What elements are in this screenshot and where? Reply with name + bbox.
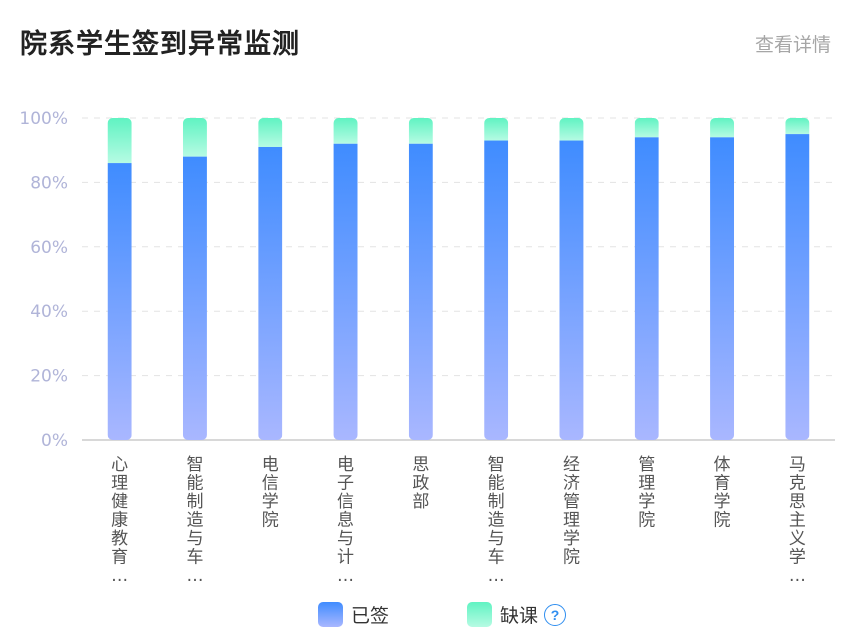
x-category-label: 体育学院	[714, 455, 731, 531]
x-category-label: 思政部	[412, 455, 429, 512]
bar-signed[interactable]	[333, 143, 358, 440]
bar-group[interactable]	[182, 118, 207, 440]
bar-absent[interactable]	[484, 118, 509, 141]
bar-absent[interactable]	[710, 118, 735, 138]
bar-absent[interactable]	[785, 118, 810, 135]
stacked-bar-chart: 0% 20% 40% 60% 80% 100% 心理健康教育… 智能制造与车… 电信学院 电子信息…	[19, 109, 835, 586]
y-tick-label: 0%	[41, 431, 68, 451]
bar-group[interactable]	[258, 118, 283, 440]
legend-item-signed[interactable]: 已签	[318, 601, 389, 628]
bar-group[interactable]	[484, 118, 509, 440]
x-category-label: 智能制造与车…	[186, 455, 203, 586]
bar-absent[interactable]	[559, 118, 584, 141]
y-tick-label: 40%	[30, 302, 68, 322]
bar-signed[interactable]	[634, 137, 659, 440]
bar-signed[interactable]	[182, 156, 207, 440]
bar-group[interactable]	[634, 118, 659, 440]
x-category-label: 马克思主义学…	[789, 455, 806, 586]
view-details-link[interactable]: 查看详情	[754, 34, 831, 56]
bar-group[interactable]	[333, 118, 358, 440]
legend-swatch-absent	[467, 602, 492, 627]
bar-absent[interactable]	[182, 118, 207, 157]
bar-absent[interactable]	[408, 118, 433, 144]
y-tick-label: 100%	[19, 109, 68, 129]
bar-group[interactable]	[408, 118, 433, 440]
legend-label-signed: 已签	[351, 605, 390, 627]
y-tick-label: 80%	[30, 173, 68, 193]
bar-signed[interactable]	[559, 140, 584, 440]
x-category-label: 电信学院	[262, 455, 279, 531]
question-circle-icon[interactable]: ?	[544, 603, 567, 626]
bar-signed[interactable]	[107, 163, 132, 440]
bar-signed[interactable]	[484, 140, 509, 440]
page-title: 院系学生签到异常监测	[20, 29, 300, 60]
x-category-label: 经济管理学院	[563, 455, 580, 568]
legend-label-absent: 缺课	[500, 605, 539, 627]
bar-absent[interactable]	[634, 118, 659, 138]
y-tick-label: 20%	[30, 367, 68, 387]
bar-absent[interactable]	[258, 118, 283, 147]
bar-signed[interactable]	[710, 137, 735, 440]
x-category-label: 智能制造与车…	[488, 455, 505, 586]
bar-absent[interactable]	[107, 118, 132, 164]
bar-group[interactable]	[710, 118, 735, 440]
x-category-label: 心理健康教育…	[111, 455, 128, 586]
bar-signed[interactable]	[408, 143, 433, 440]
legend-swatch-signed	[318, 602, 343, 627]
legend-item-absent[interactable]: 缺课 ?	[467, 601, 567, 628]
bar-group[interactable]	[559, 118, 584, 440]
x-category-label: 电子信息与计…	[337, 455, 354, 586]
bar-group[interactable]	[107, 118, 132, 440]
chart-legend: 已签 缺课 ?	[0, 601, 865, 631]
y-tick-label: 60%	[30, 238, 68, 258]
bar-signed[interactable]	[258, 146, 283, 440]
bar-group[interactable]	[785, 118, 810, 440]
bar-absent[interactable]	[333, 118, 358, 144]
x-category-label: 管理学院	[638, 455, 655, 531]
bar-signed[interactable]	[785, 134, 810, 440]
